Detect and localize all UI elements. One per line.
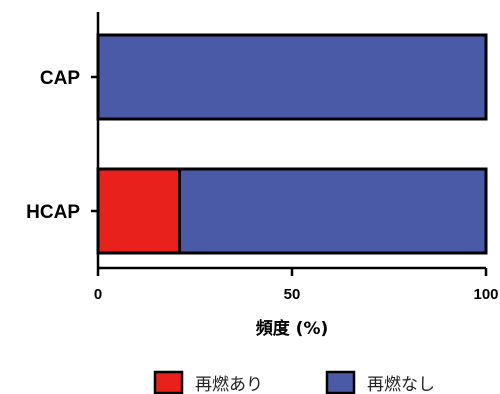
legend-label: 再燃あり [195,375,263,394]
x-tick-label: 100 [473,286,498,303]
category-label: CAP [40,68,80,89]
chart-legend: 再燃あり 再燃なし [153,370,435,394]
bar-segment [96,167,181,255]
bar-segment [177,167,488,255]
legend-swatch [325,370,356,394]
bar-segment [96,33,488,121]
legend-label: 再燃なし [367,375,435,394]
x-tick-label: 0 [94,286,102,303]
legend-swatch [153,370,184,394]
x-axis-title: 頻度 (%) [255,318,329,339]
chart-bars [96,33,488,255]
chart-labels: CAP HCAP 0 50 100 頻度 (%) [26,68,498,339]
category-label: HCAP [26,202,80,223]
x-tick-label: 50 [284,286,301,303]
